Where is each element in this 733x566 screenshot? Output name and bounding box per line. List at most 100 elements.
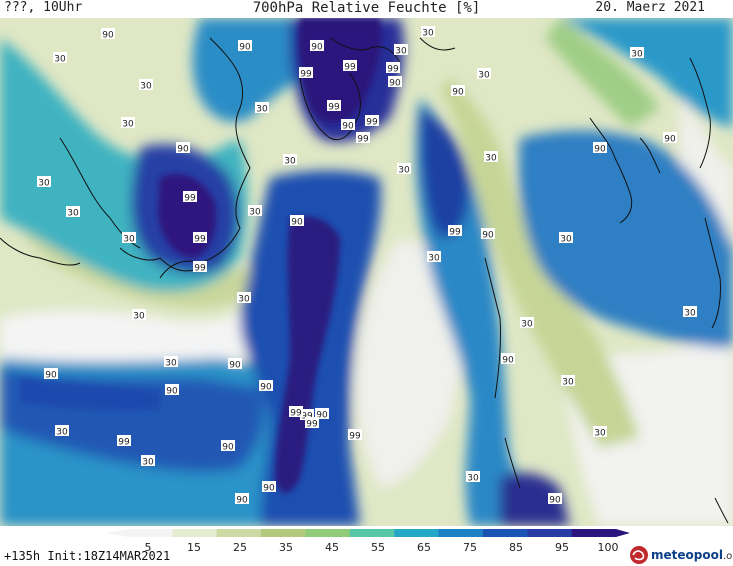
- svg-text:99: 99: [344, 63, 356, 73]
- humidity-field: [0, 18, 733, 526]
- svg-text:30: 30: [594, 429, 606, 439]
- svg-text:30: 30: [284, 157, 296, 167]
- svg-text:30: 30: [165, 359, 177, 369]
- contour-label-30: 30: [255, 102, 269, 115]
- contour-label-30: 30: [66, 206, 80, 219]
- contour-label-30: 30: [122, 232, 136, 245]
- svg-text:30: 30: [478, 71, 490, 81]
- contour-label-30: 30: [121, 117, 135, 130]
- svg-text:30: 30: [428, 254, 440, 264]
- contour-label-30: 30: [53, 52, 67, 65]
- svg-text:30: 30: [122, 120, 134, 130]
- svg-text:30: 30: [395, 47, 407, 57]
- svg-text:30: 30: [256, 105, 268, 115]
- colorbar-label: 45: [325, 541, 339, 554]
- contour-label-30: 30: [561, 375, 575, 388]
- svg-text:99: 99: [349, 432, 361, 442]
- logo-globe-icon: [630, 546, 648, 564]
- svg-text:30: 30: [467, 474, 479, 484]
- svg-text:30: 30: [562, 378, 574, 388]
- colorbar-labels: 5 15 25 35 45 55 65 75 85 95 100: [145, 541, 619, 554]
- contour-label-30: 30: [484, 151, 498, 164]
- svg-text:30: 30: [67, 209, 79, 219]
- contour-label-99: 99: [305, 417, 319, 430]
- contour-label-30: 30: [683, 306, 697, 319]
- contour-label-90: 90: [593, 142, 607, 155]
- svg-text:30: 30: [140, 82, 152, 92]
- svg-text:30: 30: [56, 428, 68, 438]
- svg-text:90: 90: [222, 443, 234, 453]
- contour-label-30: 30: [466, 471, 480, 484]
- contour-label-90: 90: [221, 440, 235, 453]
- svg-text:90: 90: [102, 31, 114, 41]
- colorbar-label: 35: [279, 541, 293, 554]
- contour-label-90: 90: [176, 142, 190, 155]
- contour-label-90: 90: [228, 358, 242, 371]
- colorbar-low-arrow: [106, 529, 128, 537]
- map-title: 700hPa Relative Feuchte [%]: [252, 0, 481, 16]
- contour-label-30: 30: [593, 426, 607, 439]
- colorbar-swatch: [482, 529, 528, 537]
- contour-label-30: 30: [37, 176, 51, 189]
- svg-text:90: 90: [311, 43, 323, 53]
- colorbar-label: 5: [145, 541, 152, 554]
- contour-label-90: 90: [310, 40, 324, 53]
- contour-label-30: 30: [141, 455, 155, 468]
- svg-text:99: 99: [306, 420, 318, 430]
- colorbar-swatch: [438, 529, 484, 537]
- colorbar-swatches: [106, 529, 630, 537]
- coastlines: [0, 37, 729, 524]
- contour-label-90: 90: [388, 76, 402, 89]
- contour-label-30: 30: [132, 309, 146, 322]
- contour-label-30: 30: [477, 68, 491, 81]
- svg-text:30: 30: [631, 50, 643, 60]
- colorbar-swatch: [128, 529, 173, 537]
- svg-text:99: 99: [366, 118, 378, 128]
- meteopool-logo[interactable]: meteopool.org: [629, 544, 733, 566]
- contour-label-90: 90: [481, 228, 495, 241]
- svg-text:30: 30: [560, 235, 572, 245]
- colorbar-label: 100: [598, 541, 619, 554]
- contour-label-99: 99: [343, 60, 357, 73]
- contour-label-90: 90: [44, 368, 58, 381]
- contour-label-99: 99: [193, 261, 207, 274]
- contour-label-30: 30: [394, 44, 408, 57]
- contour-label-99: 99: [183, 191, 197, 204]
- contour-label-90: 90: [165, 384, 179, 397]
- contour-label-90: 90: [451, 85, 465, 98]
- svg-text:99: 99: [194, 264, 206, 274]
- colorbar-label: 15: [187, 541, 201, 554]
- contour-label-30: 30: [139, 79, 153, 92]
- contour-label-30: 30: [427, 251, 441, 264]
- contour-label-30: 30: [55, 425, 69, 438]
- svg-text:90: 90: [291, 218, 303, 228]
- svg-text:90: 90: [549, 496, 561, 506]
- svg-text:30: 30: [485, 154, 497, 164]
- svg-text:99: 99: [184, 194, 196, 204]
- contour-label-90: 90: [235, 493, 249, 506]
- svg-text:99: 99: [194, 235, 206, 245]
- colorbar-label: 75: [463, 541, 477, 554]
- svg-text:99: 99: [357, 135, 369, 145]
- colorbar-swatch: [349, 529, 395, 537]
- colorbar-swatch: [394, 529, 440, 537]
- colorbar-label: 65: [417, 541, 431, 554]
- contour-label-90: 90: [315, 408, 329, 421]
- svg-text:99: 99: [300, 70, 312, 80]
- contour-label-90: 90: [663, 132, 677, 145]
- svg-text:30: 30: [142, 458, 154, 468]
- svg-text:30: 30: [54, 55, 66, 65]
- svg-text:90: 90: [342, 122, 354, 132]
- svg-text:90: 90: [594, 145, 606, 155]
- contour-label-90: 90: [262, 481, 276, 494]
- colorbar-swatch: [571, 529, 617, 537]
- svg-text:90: 90: [236, 496, 248, 506]
- contour-label-99: 99: [299, 67, 313, 80]
- svg-text:30: 30: [123, 235, 135, 245]
- svg-text:99: 99: [290, 409, 302, 419]
- colorbar-label: 95: [555, 541, 569, 554]
- svg-text:30: 30: [398, 166, 410, 176]
- svg-text:90: 90: [482, 231, 494, 241]
- valid-date: 20. Maerz 2021: [595, 0, 705, 15]
- svg-text:30: 30: [422, 29, 434, 39]
